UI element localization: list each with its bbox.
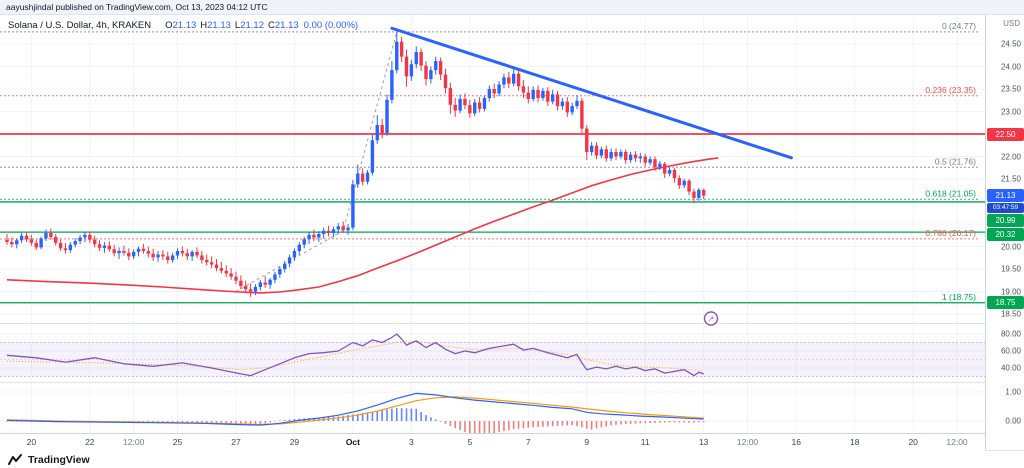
tradingview-logo-icon[interactable] — [8, 453, 23, 466]
rsi-axis-label: 60.00 — [1000, 346, 1021, 356]
svg-text:0.5 (21.76): 0.5 (21.76) — [935, 156, 976, 166]
annotation-icon[interactable]: ↗ — [703, 311, 719, 326]
rsi-pane — [0, 333, 985, 377]
ohlc-key: C — [268, 20, 275, 31]
fib-retracement-levels[interactable] — [0, 31, 978, 304]
time-axis-label: 16 — [791, 437, 801, 447]
rsi-axis-label: 40.00 — [1000, 363, 1021, 373]
ohlc-key: O — [165, 20, 173, 31]
time-axis-label: 12:00 — [123, 437, 145, 447]
time-axis-label: 18 — [849, 437, 860, 447]
price-axis-label: 23.50 — [1000, 84, 1021, 94]
price-axis-label: 18.50 — [1000, 309, 1021, 319]
macd-line — [6, 392, 704, 426]
currency-label: USD — [1003, 19, 1020, 28]
svg-text:0.786 (20.17): 0.786 (20.17) — [925, 228, 976, 238]
time-axis-label: 3 — [409, 437, 414, 447]
macd-pane — [6, 392, 705, 435]
time-axis-label: Oct — [345, 437, 360, 447]
time-axis-label: 5 — [467, 437, 473, 447]
rsi-line — [6, 333, 704, 377]
ohlc-values: O21.13 H21.13 L21.12 C21.13 0.00 (0.00%) — [161, 20, 358, 31]
support-lines[interactable] — [0, 201, 985, 304]
candlestick-series — [5, 31, 706, 297]
attribution-text: aayushjindal published on TradingView.co… — [6, 2, 268, 12]
time-axis-label: 22 — [85, 437, 95, 447]
svg-text:↗: ↗ — [708, 315, 715, 324]
price-badge: 21.13 — [987, 189, 1024, 203]
attribution-bar: aayushjindal published on TradingView.co… — [0, 0, 1024, 15]
change-value: 0.00 (0.00%) — [303, 20, 359, 31]
price-badge: 20.99 — [987, 214, 1024, 228]
time-axis[interactable]: 20 22 12:00 25 27 29 Oct 3 5 7 9 11 13 12:00 16 18 20 12:… — [0, 433, 985, 451]
chart-area[interactable]: 0 (24.77) 0.236 (23.35) 0.5 (21.76) 0.618 (… — [0, 0, 1024, 451]
time-axis-label: 27 — [231, 437, 241, 447]
time-axis-label: 20 — [26, 437, 37, 447]
time-axis-label: 12:00 — [946, 437, 968, 447]
ohlc-value: 21.12 — [240, 20, 264, 31]
svg-text:0.236 (23.35): 0.236 (23.35) — [925, 85, 976, 95]
ma-line — [6, 157, 719, 294]
price-badge: 20.32 — [987, 228, 1024, 242]
time-axis-label: 13 — [698, 437, 709, 447]
symbol-title: Solana / U.S. Dollar, 4h, KRAKEN — [8, 20, 152, 31]
rsi-axis-label: 80.00 — [1000, 329, 1021, 339]
price-axis[interactable]: USD 24.5024.0023.5023.0022.0021.5020.502… — [985, 0, 1024, 450]
time-axis-label: 9 — [584, 437, 590, 447]
svg-text:0 (24.77): 0 (24.77) — [942, 21, 976, 31]
price-badge: 18.75 — [987, 296, 1024, 310]
svg-text:0.618 (21.05): 0.618 (21.05) — [925, 188, 976, 198]
ohlc-value: 21.13 — [274, 20, 299, 31]
fib-level-labels: 0 (24.77) 0.236 (23.35) 0.5 (21.76) 0.618 (… — [925, 21, 976, 302]
price-axis-label: 19.50 — [1000, 264, 1021, 274]
time-axis-label: 29 — [289, 437, 300, 447]
price-axis-label: 23.00 — [1000, 107, 1021, 116]
price-axis-label: 22.00 — [1000, 152, 1021, 161]
histogram-bars — [6, 407, 705, 435]
macd-signal-line — [6, 396, 704, 426]
main-chart-canvas[interactable]: 0 (24.77) 0.236 (23.35) 0.5 (21.76) 0.618 (… — [0, 0, 985, 450]
time-axis-label: 25 — [172, 437, 183, 447]
time-axis-label: 12:00 — [736, 437, 759, 447]
price-axis-label: 24.50 — [1000, 39, 1021, 49]
ohlc-value: 21.13 — [172, 20, 197, 31]
macd-axis-label: 0.00 — [1005, 416, 1021, 426]
price-axis-label: 19.00 — [1000, 287, 1021, 296]
ohlc-value: 21.13 — [207, 20, 231, 31]
tradingview-brand[interactable]: TradingView — [28, 453, 90, 466]
macd-axis-label: 1.00 — [1005, 387, 1021, 397]
price-axis-label: 21.50 — [1000, 174, 1021, 184]
footer-bar: TradingView — [0, 450, 1024, 468]
symbol-legend: Solana / U.S. Dollar, 4h, KRAKEN O21.13 H2… — [8, 20, 358, 31]
trendline[interactable] — [390, 26, 793, 160]
time-axis-label: 11 — [640, 437, 650, 447]
ohlc-key: L — [234, 20, 241, 31]
ohlc-key: H — [200, 20, 208, 31]
price-axis-label: 24.00 — [1000, 62, 1021, 71]
svg-text:1 (18.75): 1 (18.75) — [942, 292, 976, 302]
time-axis-label: 7 — [525, 437, 531, 447]
rally-dashed-line — [235, 31, 398, 292]
price-badge: 22.50 — [987, 127, 1024, 141]
price-axis-label: 20.00 — [1000, 242, 1021, 251]
time-axis-label: 20 — [908, 437, 918, 447]
countdown-badge: 03:47:59 — [987, 202, 1024, 213]
